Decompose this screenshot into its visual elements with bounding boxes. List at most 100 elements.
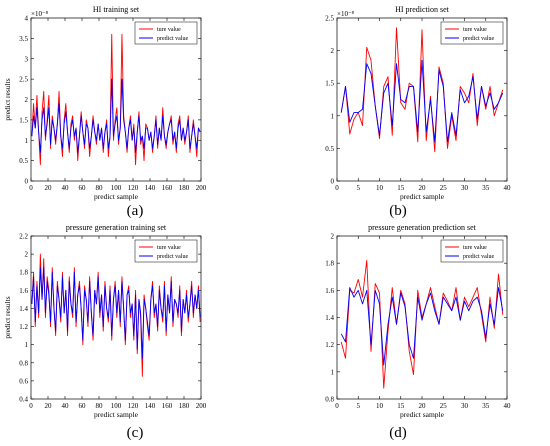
- chart-c-legend-label: ture value: [157, 245, 181, 251]
- chart-c-y-tick-label: 1.4: [19, 305, 28, 313]
- chart-a-series-predict-value-line: [31, 78, 201, 153]
- chart-d-series-predict-value-line: [340, 287, 504, 366]
- chart-b-x-tick-label: 10: [376, 184, 384, 192]
- chart-d-x-tick-label: 10: [376, 402, 384, 410]
- chart-a-y-tick-label: 2.5: [19, 76, 28, 84]
- chart-d-y-tick-label: 1.6: [325, 287, 334, 295]
- chart-b-x-tick-label: 30: [461, 184, 469, 192]
- chart-d-series-true-value-line: [340, 260, 504, 389]
- chart-b-y-tick-label: 1.5: [325, 80, 334, 88]
- chart-a-x-tick-label: 60: [79, 184, 87, 192]
- chart-a-x-tick-label: 100: [111, 184, 122, 192]
- chart-b-x-tick-label: 0: [335, 184, 339, 192]
- chart-c-x-tick-label: 160: [162, 402, 173, 410]
- chart-c-x-tick-label: 120: [128, 402, 139, 410]
- chart-a-y-tick-label: 3: [25, 55, 29, 63]
- chart-a-y-axis-label: predict results: [3, 78, 12, 120]
- chart-d-legend-label: ture value: [463, 245, 487, 251]
- chart-a-legend-label: predict value: [157, 36, 188, 42]
- chart-a-x-tick-label: 80: [96, 184, 104, 192]
- chart-b-y-tick-label: 0: [331, 178, 335, 186]
- chart-d-x-tick-label: 15: [397, 402, 405, 410]
- chart-b-x-tick-label: 35: [482, 184, 490, 192]
- chart-c-x-tick-label: 140: [145, 402, 156, 410]
- chart-d-x-tick-label: 25: [440, 402, 448, 410]
- chart-b-legend-label: predict value: [463, 36, 494, 42]
- chart-d-y-tick-label: 2: [331, 233, 335, 241]
- caption-d: (d): [389, 425, 407, 441]
- chart-a-x-tick-label: 20: [45, 184, 53, 192]
- chart-c-y-tick-label: 0.4: [19, 396, 28, 404]
- caption-a: (a): [126, 203, 144, 219]
- chart-d-y-tick-label: 0.8: [325, 396, 334, 404]
- chart-c-x-tick-label: 20: [45, 402, 53, 410]
- caption-c: (c): [126, 425, 144, 441]
- chart-a-y-tick-label: 2: [25, 96, 29, 104]
- chart-c-y-tick-label: 0.6: [19, 377, 28, 385]
- chart-d-legend-label: predict value: [463, 254, 494, 260]
- chart-d-x-tick-label: 0: [335, 402, 339, 410]
- chart-b-x-tick-label: 5: [357, 184, 361, 192]
- chart-b-y-tick-label: 2.5: [325, 15, 334, 23]
- chart-a-y-tick-label: 0.5: [19, 157, 28, 165]
- chart-a-x-tick-label: 200: [196, 184, 207, 192]
- chart-d-x-tick-label: 30: [461, 402, 469, 410]
- chart-c-x-tick-label: 80: [96, 402, 104, 410]
- chart-b-y-tick-label: 2: [331, 47, 335, 55]
- chart-a-y-tick-label: 1: [25, 137, 29, 145]
- chart-a-title: HI training set: [93, 5, 140, 14]
- chart-b-series-predict-value-line: [340, 59, 504, 143]
- chart-a-x-axis-label: predict sample: [94, 192, 139, 201]
- chart-c-x-tick-label: 40: [62, 402, 70, 410]
- chart-c-title: pressure generation training set: [66, 223, 167, 232]
- chart-c-x-tick-label: 200: [196, 402, 207, 410]
- chart-c-x-tick-label: 60: [79, 402, 87, 410]
- chart-a-y-tick-label: 0: [25, 178, 29, 186]
- chart-b-title: HI prediction set: [395, 5, 450, 14]
- chart-a-y-tick-label: 1.5: [19, 116, 28, 124]
- chart-d-y-tick-label: 1.4: [325, 314, 334, 322]
- chart-a-y-tick-label: 4: [25, 15, 29, 23]
- chart-c-x-axis-label: predict sample: [94, 410, 139, 419]
- chart-b-x-axis-label: predict sample: [400, 192, 445, 201]
- chart-b-y-exponent: ×10⁻⁸: [337, 10, 355, 18]
- chart-b-x-tick-label: 40: [504, 184, 512, 192]
- chart-d-y-tick-label: 1.2: [325, 341, 334, 349]
- chart-a-x-tick-label: 120: [128, 184, 139, 192]
- chart-c-x-tick-label: 100: [111, 402, 122, 410]
- chart-d-x-axis-label: predict sample: [400, 410, 445, 419]
- chart-b-y-tick-label: 1: [331, 112, 335, 120]
- chart-b-x-tick-label: 25: [440, 184, 448, 192]
- chart-c-legend-label: predict value: [157, 254, 188, 260]
- chart-d-y-tick-label: 1.8: [325, 260, 334, 268]
- chart-d-x-tick-label: 35: [482, 402, 490, 410]
- chart-b-x-tick-label: 20: [419, 184, 427, 192]
- chart-b-y-tick-label: 0.5: [325, 145, 334, 153]
- caption-b: (b): [389, 203, 407, 219]
- chart-a-x-tick-label: 0: [29, 184, 33, 192]
- chart-a-x-tick-label: 180: [179, 184, 190, 192]
- chart-a-y-exponent: ×10⁻⁸: [31, 10, 49, 18]
- chart-b-legend-label: ture value: [463, 27, 487, 33]
- chart-d-y-tick-label: 1: [331, 368, 335, 376]
- chart-b-x-tick-label: 15: [397, 184, 405, 192]
- chart-a-x-tick-label: 40: [62, 184, 70, 192]
- chart-a-x-tick-label: 160: [162, 184, 173, 192]
- chart-a-legend-label: ture value: [157, 27, 181, 33]
- chart-d-x-tick-label: 5: [357, 402, 361, 410]
- chart-c-y-tick-label: 2.2: [19, 233, 28, 241]
- chart-d-x-tick-label: 40: [504, 402, 512, 410]
- chart-d-title: pressure generation prediction set: [368, 223, 477, 232]
- chart-c-y-tick-label: 1: [25, 341, 29, 349]
- chart-c-x-tick-label: 0: [29, 402, 33, 410]
- chart-c-y-tick-label: 2: [25, 251, 29, 259]
- chart-a-y-tick-label: 3.5: [19, 35, 28, 43]
- chart-c-x-tick-label: 180: [179, 402, 190, 410]
- chart-c-y-tick-label: 1.2: [19, 323, 28, 331]
- chart-c-y-tick-label: 1.6: [19, 287, 28, 295]
- chart-c-y-tick-label: 1.8: [19, 269, 28, 277]
- chart-b-plot-area: [336, 17, 508, 182]
- chart-c-y-axis-label: predict results: [3, 296, 12, 338]
- chart-c-series-predict-value-line: [31, 267, 201, 359]
